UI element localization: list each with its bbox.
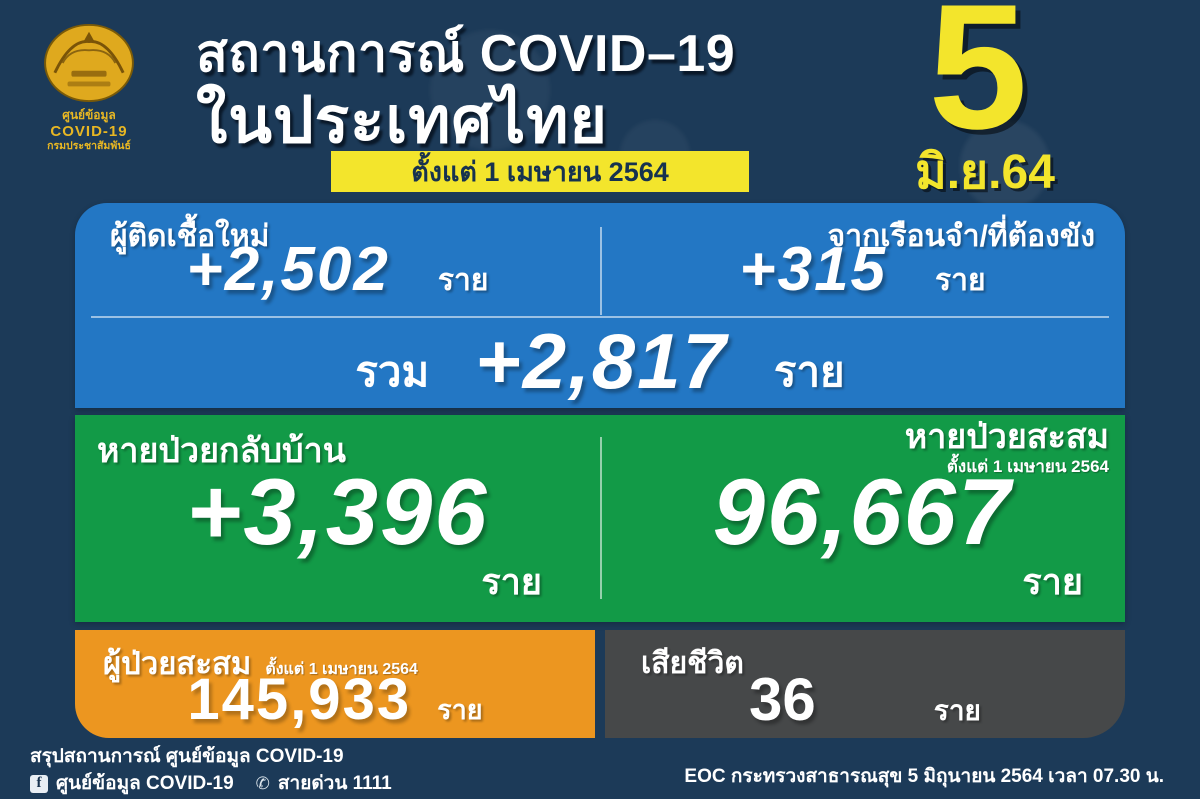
- page-title: สถานการณ์ COVID–19 ในประเทศไทย: [196, 28, 836, 152]
- new-cases-cell: ผู้ติดเชื้อใหม่ +2,502 ราย: [75, 203, 600, 316]
- cumulative-cases-value: 145,933: [187, 667, 412, 732]
- recovered-today-cell: หายป่วยกลับบ้าน +3,396 ราย: [75, 415, 600, 622]
- total-new-cases-row: รวม +2,817 ราย: [75, 316, 1125, 408]
- total-value: +2,817: [475, 317, 728, 405]
- deaths-card: เสียชีวิต 36 ราย: [605, 630, 1125, 738]
- footer-source: EOC กระทรวงสาธารณสุข 5 มิถุนายน 2564 เวล…: [684, 766, 1164, 787]
- logo-line2: COVID-19: [50, 123, 128, 141]
- recovered-today-value: +3,396: [186, 459, 489, 564]
- recovered-cumulative-label: หายป่วยสะสม: [904, 418, 1109, 456]
- new-cases-unit: ราย: [437, 264, 489, 297]
- report-date-day: 5: [928, 0, 1028, 166]
- report-date-month-year: มิ.ย.64: [915, 146, 1055, 199]
- logo-line3: กรมประชาสัมพันธ์: [47, 140, 131, 153]
- title-line2: ในประเทศไทย: [196, 84, 608, 156]
- new-cases-value: +2,502: [186, 235, 390, 304]
- recovered-cumulative-unit: ราย: [1022, 561, 1083, 602]
- recovered-card: หายป่วยกลับบ้าน +3,396 ราย หายป่วยสะสม ต…: [75, 415, 1125, 622]
- cumulative-cases-unit: ราย: [437, 695, 483, 725]
- facebook-icon: f: [30, 775, 48, 794]
- prison-cases-label: จากเรือนจำ/ที่ต้องขัง: [827, 220, 1095, 253]
- deaths-unit: ราย: [933, 695, 981, 726]
- prison-cases-value: +315: [739, 235, 888, 304]
- deaths-value: 36: [749, 666, 816, 733]
- total-label: รวม: [355, 348, 430, 395]
- cumulative-cases-sublabel: ตั้งแต่ 1 เมษายน 2564: [265, 661, 418, 678]
- virus-texture: [430, 30, 550, 150]
- prd-logo-block: ศูนย์ข้อมูล COVID-19 กรมประชาสัมพันธ์: [30, 22, 148, 153]
- logo-line1: ศูนย์ข้อมูล: [62, 108, 116, 123]
- deaths-label: เสียชีวิต: [641, 647, 744, 680]
- prd-emblem-icon: [44, 23, 134, 103]
- phone-icon: ✆: [255, 773, 270, 793]
- recovered-today-unit: ราย: [481, 561, 542, 602]
- since-date-banner: ตั้งแต่ 1 เมษายน 2564: [331, 151, 749, 192]
- cumulative-cases-card: ผู้ป่วยสะสม ตั้งแต่ 1 เมษายน 2564 145,93…: [75, 630, 595, 738]
- blue-horizontal-divider: [91, 316, 1109, 318]
- footer-summary: สรุปสถานการณ์ ศูนย์ข้อมูล COVID-19: [30, 746, 344, 767]
- title-line1: สถานการณ์ COVID–19: [196, 25, 736, 83]
- footer-hotline-label: สายด่วน 1111: [277, 772, 392, 794]
- new-cases-label: ผู้ติดเชื้อใหม่: [110, 220, 270, 253]
- virus-texture: [960, 120, 1050, 210]
- recovered-cumulative-sublabel: ตั้งแต่ 1 เมษายน 2564: [946, 457, 1109, 477]
- total-unit: ราย: [773, 348, 845, 395]
- green-vertical-divider: [600, 437, 602, 599]
- recovered-today-label: หายป่วยกลับบ้าน: [97, 432, 346, 470]
- footer-left-block: สรุปสถานการณ์ ศูนย์ข้อมูล COVID-19 f ศูน…: [30, 745, 392, 796]
- new-cases-card: ผู้ติดเชื้อใหม่ +2,502 ราย จากเรือนจำ/ที…: [75, 203, 1125, 408]
- recovered-cumulative-cell: หายป่วยสะสม ตั้งแต่ 1 เมษายน 2564 96,667…: [600, 415, 1125, 622]
- prison-cases-unit: ราย: [935, 264, 986, 297]
- footer-facebook-label: ศูนย์ข้อมูล COVID-19: [56, 772, 234, 794]
- cumulative-cases-label: ผู้ป่วยสะสม: [103, 646, 252, 681]
- blue-vertical-divider: [600, 227, 602, 315]
- recovered-cumulative-value: 96,667: [712, 459, 1013, 564]
- prison-cases-cell: จากเรือนจำ/ที่ต้องขัง +315 ราย: [600, 203, 1125, 316]
